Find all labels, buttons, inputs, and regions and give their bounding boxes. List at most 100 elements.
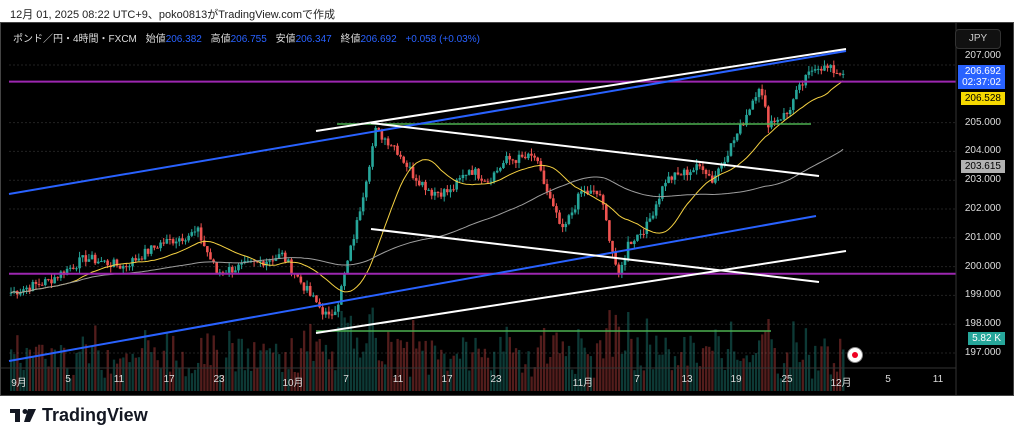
- candle-body: [604, 204, 608, 221]
- candle-body: [417, 180, 421, 186]
- volume-bar: [630, 338, 633, 391]
- volume-bar: [134, 357, 137, 391]
- volume-bar: [680, 352, 683, 391]
- candle-body: [9, 292, 13, 294]
- volume-bar: [676, 365, 680, 391]
- volume-bar: [658, 354, 661, 391]
- candle-body: [68, 267, 72, 269]
- volume-bar: [689, 335, 692, 391]
- volume-bar: [511, 352, 515, 391]
- volume-bar: [240, 338, 243, 391]
- candle-body: [368, 166, 371, 182]
- volume-bar: [835, 371, 839, 391]
- volume-bar: [561, 341, 564, 391]
- candle-body: [723, 161, 727, 165]
- last-price-tag: 206.692 02:37:02: [958, 65, 1005, 89]
- time-tick: 25: [781, 374, 793, 385]
- candle-body: [480, 178, 483, 181]
- candle-body: [633, 240, 636, 245]
- candle-body: [517, 154, 521, 163]
- candle-body: [520, 154, 524, 157]
- candle-body: [125, 266, 128, 268]
- slow-ma-tag: 203.615: [960, 160, 1005, 173]
- record-icon[interactable]: [847, 347, 863, 363]
- candle-body: [140, 258, 144, 260]
- candle-body: [558, 212, 561, 224]
- candle-body: [452, 189, 455, 191]
- candle-body: [22, 289, 25, 293]
- candle-body: [598, 194, 602, 196]
- volume-bar: [28, 349, 32, 391]
- candle-body: [576, 193, 580, 210]
- volume-bar: [115, 363, 119, 391]
- volume-bar: [22, 369, 25, 391]
- candle-body: [178, 238, 181, 242]
- candle-body: [333, 311, 337, 316]
- volume-bar: [271, 352, 275, 391]
- candle-body: [530, 153, 533, 156]
- volume-bar: [486, 357, 490, 391]
- time-tick: 23: [213, 374, 225, 385]
- volume-bar: [47, 366, 50, 391]
- price-tick: 204.000: [964, 145, 1001, 157]
- candle-body: [511, 159, 515, 161]
- volume-bar: [359, 357, 362, 391]
- chart-panel[interactable]: ポンド／円・4時間・FXCM 始値206.382 高値206.755 安値206…: [0, 22, 1014, 396]
- volume-bar: [748, 362, 751, 391]
- volume-bar: [218, 374, 222, 391]
- volume-bar: [66, 368, 69, 391]
- candle-body: [442, 189, 446, 197]
- volume-bar: [100, 369, 103, 391]
- volume-bar: [767, 319, 770, 391]
- volume-bar: [390, 341, 393, 391]
- candle-body: [430, 189, 434, 196]
- volume-bar: [801, 359, 804, 391]
- volume-bar: [94, 325, 97, 391]
- volume-bar: [493, 351, 496, 391]
- volume-bar: [701, 348, 705, 391]
- candle-body: [121, 266, 125, 269]
- volume-bar: [530, 376, 533, 391]
- volume-bar: [714, 329, 717, 391]
- tradingview-logo[interactable]: TradingView: [10, 405, 148, 426]
- currency-button[interactable]: JPY: [955, 29, 1001, 49]
- volume-bar: [686, 365, 689, 391]
- chart-caption: 12月 01, 2025 08:22 UTC+9、poko0813がTradin…: [10, 9, 335, 21]
- price-chart[interactable]: [1, 23, 1013, 395]
- volume-bar: [620, 353, 624, 391]
- volume-bar: [636, 337, 639, 391]
- candle-body: [240, 262, 243, 265]
- volume-bar: [536, 347, 540, 391]
- volume-bar: [810, 378, 814, 391]
- candle-body: [355, 220, 359, 240]
- candle-body: [785, 113, 789, 115]
- volume-bar: [820, 346, 823, 391]
- candle-body: [246, 260, 250, 262]
- candle-body: [552, 198, 555, 207]
- candle-body: [159, 242, 162, 249]
- candle-body: [227, 267, 231, 273]
- candle-body: [720, 164, 723, 169]
- candle-body: [801, 84, 804, 86]
- candle-body: [676, 172, 680, 175]
- candle-body: [72, 267, 75, 269]
- candle-body: [748, 109, 751, 115]
- volume-bar: [446, 370, 449, 391]
- volume-bar: [393, 377, 396, 391]
- candle-body: [265, 261, 268, 266]
- volume-bar: [374, 337, 377, 391]
- candle-body: [162, 242, 166, 244]
- volume-bar: [474, 337, 477, 391]
- symbol-label[interactable]: ポンド／円・4時間・FXCM: [13, 34, 137, 45]
- volume-bar: [483, 348, 487, 391]
- candle-body: [131, 258, 134, 267]
- candle-body: [682, 169, 686, 176]
- candle-body: [28, 287, 31, 292]
- candle-body: [810, 70, 814, 72]
- volume-bar: [362, 351, 365, 391]
- volume-bar: [499, 336, 502, 391]
- candle-body: [754, 97, 758, 101]
- candle-body: [505, 155, 508, 163]
- volume-bar: [602, 358, 605, 391]
- volume-bar: [842, 349, 845, 391]
